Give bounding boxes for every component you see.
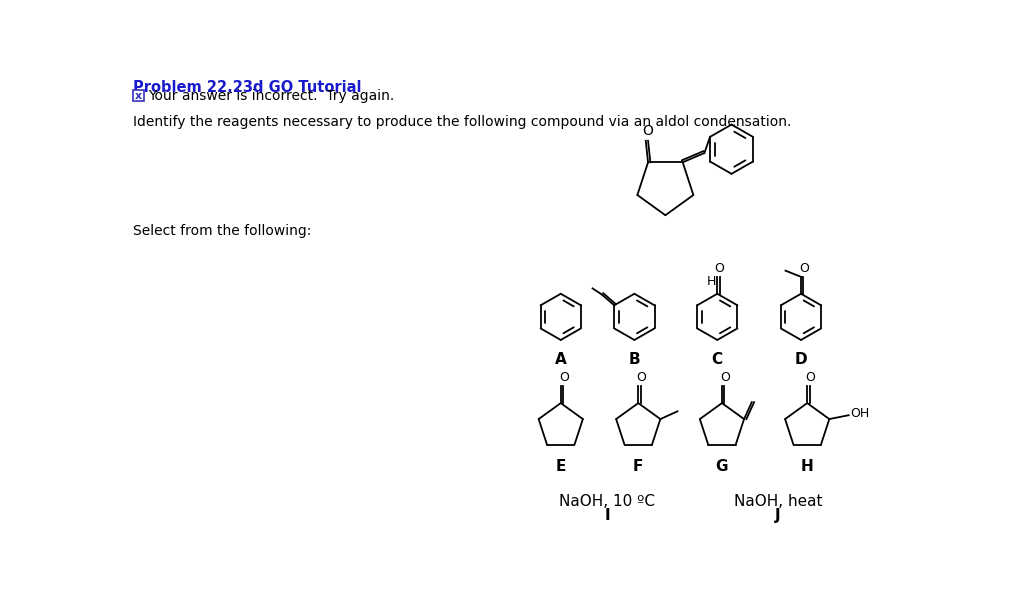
Text: O: O — [799, 262, 809, 275]
Text: B: B — [629, 352, 640, 367]
Text: O: O — [643, 124, 653, 139]
Text: O: O — [720, 371, 730, 384]
Text: NaOH, 10 ºC: NaOH, 10 ºC — [560, 494, 655, 509]
Text: x: x — [135, 91, 142, 101]
Text: I: I — [604, 508, 610, 523]
Text: D: D — [795, 352, 807, 367]
Text: H: H — [707, 275, 716, 288]
Text: O: O — [559, 371, 569, 384]
Text: O: O — [715, 262, 725, 275]
Text: OH: OH — [850, 407, 869, 420]
Text: E: E — [556, 460, 566, 475]
Text: J: J — [775, 508, 781, 523]
Text: F: F — [633, 460, 644, 475]
Text: O: O — [637, 371, 646, 384]
Text: C: C — [712, 352, 723, 367]
Text: G: G — [716, 460, 728, 475]
Text: NaOH, heat: NaOH, heat — [733, 494, 822, 509]
Text: Your answer is incorrect.  Try again.: Your answer is incorrect. Try again. — [148, 89, 393, 103]
Text: H: H — [801, 460, 813, 475]
Text: Select from the following:: Select from the following: — [133, 224, 311, 238]
Text: Identify the reagents necessary to produce the following compound via an aldol c: Identify the reagents necessary to produ… — [133, 115, 791, 129]
Text: A: A — [555, 352, 567, 367]
Text: Problem 22.23d GO Tutorial: Problem 22.23d GO Tutorial — [133, 80, 361, 95]
Text: O: O — [805, 371, 815, 384]
Bar — [133, 91, 144, 101]
